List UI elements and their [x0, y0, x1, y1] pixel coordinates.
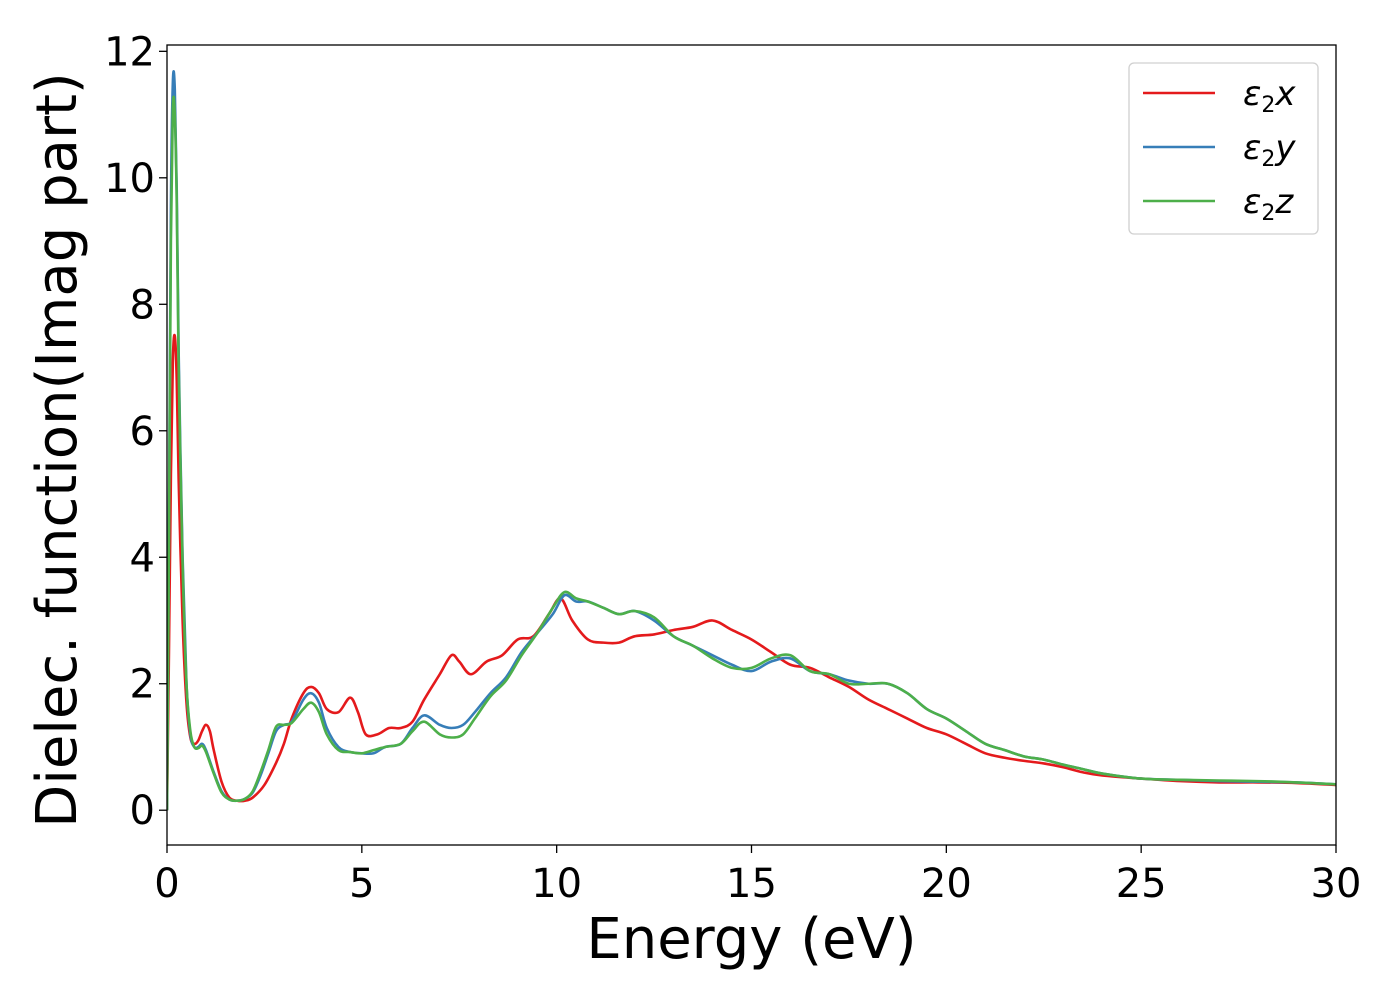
legend-label-y: ε2y: [1243, 128, 1296, 172]
axes-layer: 0 5 10 15 20 25 30 0 2 4 6 8 10 12: [104, 29, 1361, 907]
x-tick-label: 0: [154, 861, 179, 907]
legend-symbol: ε: [1243, 74, 1261, 114]
x-tick-label: 30: [1311, 861, 1362, 907]
legend-label-z: ε2z: [1243, 182, 1294, 226]
legend-label-x: ε2x: [1243, 74, 1296, 118]
legend-suffix: z: [1274, 182, 1294, 222]
x-axis-title: Energy (eV): [586, 907, 916, 972]
legend-suffix: y: [1274, 128, 1296, 168]
legend-subscript: 2: [1261, 201, 1275, 226]
x-tick-label: 15: [726, 861, 777, 907]
legend-symbol: ε: [1243, 182, 1261, 222]
legend-subscript: 2: [1261, 93, 1275, 118]
y-tick-label: 0: [130, 788, 155, 834]
y-tick-label: 10: [104, 156, 155, 202]
x-tick-label: 10: [531, 861, 582, 907]
legend-subscript: 2: [1261, 147, 1275, 172]
series-line-z: [167, 95, 1336, 811]
y-tick-label: 8: [130, 282, 155, 328]
series-line-x: [167, 333, 1336, 811]
y-tick-label: 2: [130, 662, 155, 708]
x-tick-label: 25: [1116, 861, 1167, 907]
x-tick-label: 5: [349, 861, 374, 907]
y-tick-label: 12: [104, 29, 155, 75]
legend-box: [1128, 62, 1319, 235]
legend-suffix: x: [1274, 74, 1296, 114]
x-tick-label: 20: [921, 861, 972, 907]
series-layer: [167, 70, 1336, 811]
y-tick-label: 4: [130, 535, 155, 581]
y-tick-label: 6: [130, 409, 155, 455]
y-axis-title: Dielec. function(Imag part): [25, 72, 90, 828]
legend-symbol: ε: [1243, 128, 1261, 168]
